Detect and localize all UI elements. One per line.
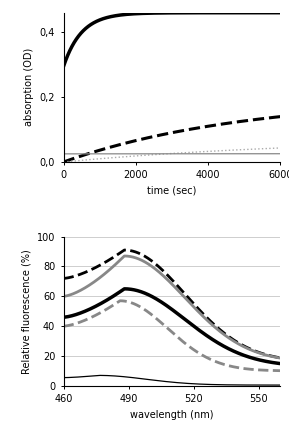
Y-axis label: Relative fluorescence (%): Relative fluorescence (%) [21, 249, 31, 374]
Y-axis label: absorption (OD): absorption (OD) [24, 48, 34, 126]
X-axis label: time (sec): time (sec) [147, 186, 197, 196]
X-axis label: wavelength (nm): wavelength (nm) [130, 410, 214, 420]
